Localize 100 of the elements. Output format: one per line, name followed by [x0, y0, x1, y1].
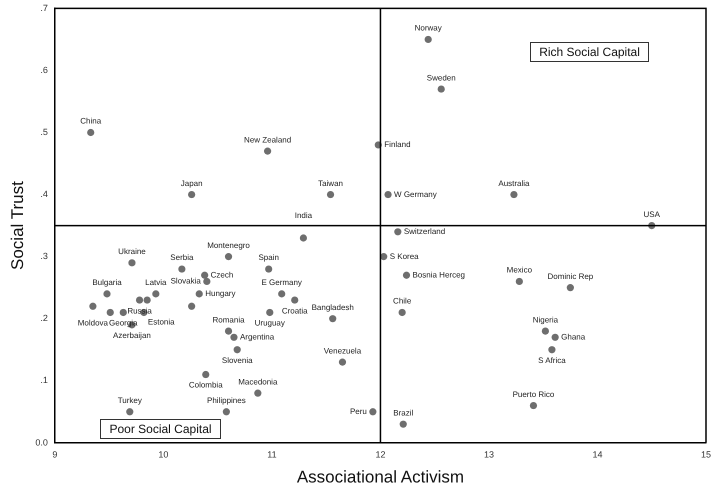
annotation: Colombia	[188, 380, 224, 390]
annotation: Turkey	[118, 396, 142, 405]
annotation: S Korea	[390, 252, 420, 261]
annotation: Uruguay	[254, 318, 285, 328]
annotation: Japan	[180, 178, 203, 188]
annotation: Australia	[498, 178, 530, 188]
annotation: E Germany	[261, 278, 302, 288]
annotation: Puerto Rico	[512, 390, 555, 399]
point	[530, 402, 538, 410]
annotation: Norway	[414, 24, 442, 33]
point	[87, 128, 94, 136]
annotation: Estonia	[148, 318, 176, 327]
point	[103, 290, 111, 298]
annotation: Slovenia	[222, 356, 254, 365]
point	[266, 308, 274, 316]
annotation: Dominic Rep	[547, 272, 594, 281]
annotation: Czech	[210, 270, 234, 280]
point	[120, 308, 127, 316]
point	[188, 302, 196, 310]
point	[424, 36, 432, 44]
annotation: Azerbaijan	[113, 331, 151, 340]
annotation: New Zealand	[244, 135, 292, 144]
point	[516, 278, 523, 286]
point	[300, 234, 308, 242]
annotation: Croatia	[282, 306, 308, 316]
point	[402, 272, 410, 279]
x-tick-label: 14	[592, 450, 602, 460]
point	[369, 408, 376, 416]
annotation: Finland	[384, 140, 411, 150]
point	[136, 296, 144, 304]
annotation: Spain	[258, 253, 279, 262]
point	[548, 346, 556, 354]
x-tick-label: 15	[700, 450, 711, 460]
point	[329, 315, 336, 322]
annotation: Bosnia Herceg	[412, 270, 465, 280]
x-tick-label: 9	[52, 450, 58, 460]
point	[202, 370, 210, 378]
annotation: Hungary	[205, 289, 236, 298]
annotation: Serbia	[170, 253, 194, 262]
y-tick-label: .3	[40, 251, 48, 262]
point	[254, 390, 262, 397]
point	[144, 296, 151, 304]
annotation: Chile	[393, 296, 412, 306]
point	[394, 228, 402, 236]
annotation: Latvia	[145, 278, 168, 288]
x-axis-title: Associational Activism	[296, 467, 464, 486]
annotation: Macedonia	[238, 377, 278, 386]
annotation: Slovakia	[170, 276, 202, 286]
point	[188, 190, 196, 198]
point	[542, 327, 549, 335]
annotation: W Germany	[394, 190, 437, 199]
annotation: Poor Social Capital	[100, 418, 221, 439]
point	[203, 278, 210, 286]
annotation: Philippines	[207, 396, 246, 405]
point	[89, 302, 96, 310]
y-tick-label: .4	[40, 189, 48, 200]
x-tick-label: 13	[484, 450, 494, 460]
x-tick-label: 12	[375, 450, 386, 460]
annotation: Taiwan	[318, 178, 343, 188]
point	[126, 408, 134, 416]
point	[438, 85, 445, 93]
annotation: Romania	[212, 315, 246, 324]
y-axis-title: Social Trust	[8, 180, 27, 270]
point	[510, 190, 518, 198]
point	[291, 296, 298, 304]
annotation: Brazil	[393, 408, 414, 418]
point	[178, 265, 186, 273]
point	[566, 284, 574, 292]
annotation: Nigeria	[532, 315, 559, 324]
annotation: China	[80, 116, 102, 126]
point	[380, 253, 388, 260]
y-tick-label: .6	[40, 64, 48, 75]
point	[398, 308, 406, 316]
annotation: Argentina	[240, 332, 275, 342]
annotation: Ghana	[561, 332, 586, 342]
point	[326, 190, 334, 198]
x-tick-label: 10	[158, 450, 168, 460]
point	[224, 327, 232, 335]
annotation: Bulgaria	[92, 278, 122, 288]
point	[552, 334, 559, 341]
point	[278, 290, 286, 298]
annotation: Bangladesh	[312, 302, 354, 312]
annotation: Sweden	[426, 73, 456, 82]
point	[264, 148, 272, 155]
point	[152, 290, 160, 298]
point	[106, 308, 114, 316]
annotation: Switzerland	[404, 227, 446, 236]
annotation: S Africa	[538, 356, 566, 365]
annotation: Rich Social Capital	[530, 42, 649, 62]
y-tick-label: .7	[40, 2, 48, 13]
annotation: Mexico	[506, 266, 533, 275]
annotation: Venezuela	[324, 346, 362, 356]
point	[222, 408, 230, 416]
annotation: Montenegro	[207, 240, 250, 250]
point	[384, 190, 392, 198]
annotation: Ukraine	[118, 247, 146, 256]
point	[338, 358, 346, 366]
point	[128, 259, 136, 266]
point	[230, 334, 238, 341]
point	[265, 265, 272, 273]
